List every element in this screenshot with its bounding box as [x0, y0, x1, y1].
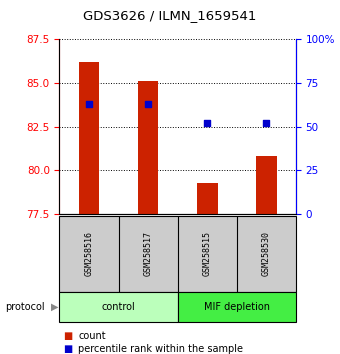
Text: MIF depletion: MIF depletion: [204, 302, 270, 312]
Text: ■: ■: [63, 331, 72, 341]
Point: [146, 101, 151, 107]
Text: ■: ■: [63, 344, 72, 354]
Bar: [79, 62, 99, 214]
Bar: [197, 183, 218, 214]
Text: GSM258516: GSM258516: [85, 232, 94, 276]
Text: count: count: [78, 331, 106, 341]
Point: [204, 120, 210, 126]
FancyBboxPatch shape: [59, 216, 296, 292]
Bar: [256, 156, 277, 214]
Point: [86, 101, 92, 107]
Point: [264, 120, 269, 126]
FancyBboxPatch shape: [59, 292, 177, 322]
Text: ▶: ▶: [51, 302, 58, 312]
Text: GSM258530: GSM258530: [262, 232, 271, 276]
Bar: [138, 81, 158, 214]
FancyBboxPatch shape: [177, 292, 296, 322]
Text: percentile rank within the sample: percentile rank within the sample: [78, 344, 243, 354]
Text: GSM258517: GSM258517: [143, 232, 153, 276]
Text: GDS3626 / ILMN_1659541: GDS3626 / ILMN_1659541: [83, 10, 257, 22]
Text: GSM258515: GSM258515: [203, 232, 212, 276]
Text: control: control: [102, 302, 135, 312]
Text: protocol: protocol: [5, 302, 45, 312]
